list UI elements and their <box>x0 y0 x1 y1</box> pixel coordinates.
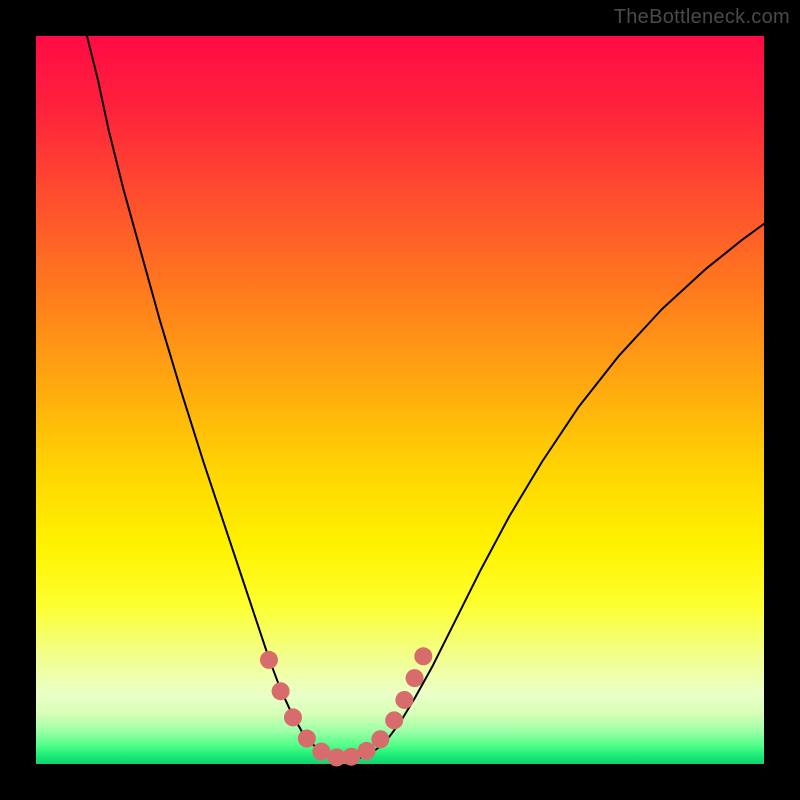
curve-marker <box>371 730 389 748</box>
chart-stage: TheBottleneck.com <box>0 0 800 800</box>
curve-marker <box>284 708 302 726</box>
plot-gradient-background <box>36 36 764 764</box>
curve-marker <box>385 711 403 729</box>
curve-marker <box>272 682 290 700</box>
bottleneck-chart <box>0 0 800 800</box>
watermark-text: TheBottleneck.com <box>614 6 790 29</box>
curve-marker <box>358 742 376 760</box>
curve-marker <box>260 651 278 669</box>
curve-marker <box>342 748 360 766</box>
curve-marker <box>406 669 424 687</box>
curve-marker <box>395 691 413 709</box>
curve-marker <box>414 647 432 665</box>
curve-marker <box>298 730 316 748</box>
